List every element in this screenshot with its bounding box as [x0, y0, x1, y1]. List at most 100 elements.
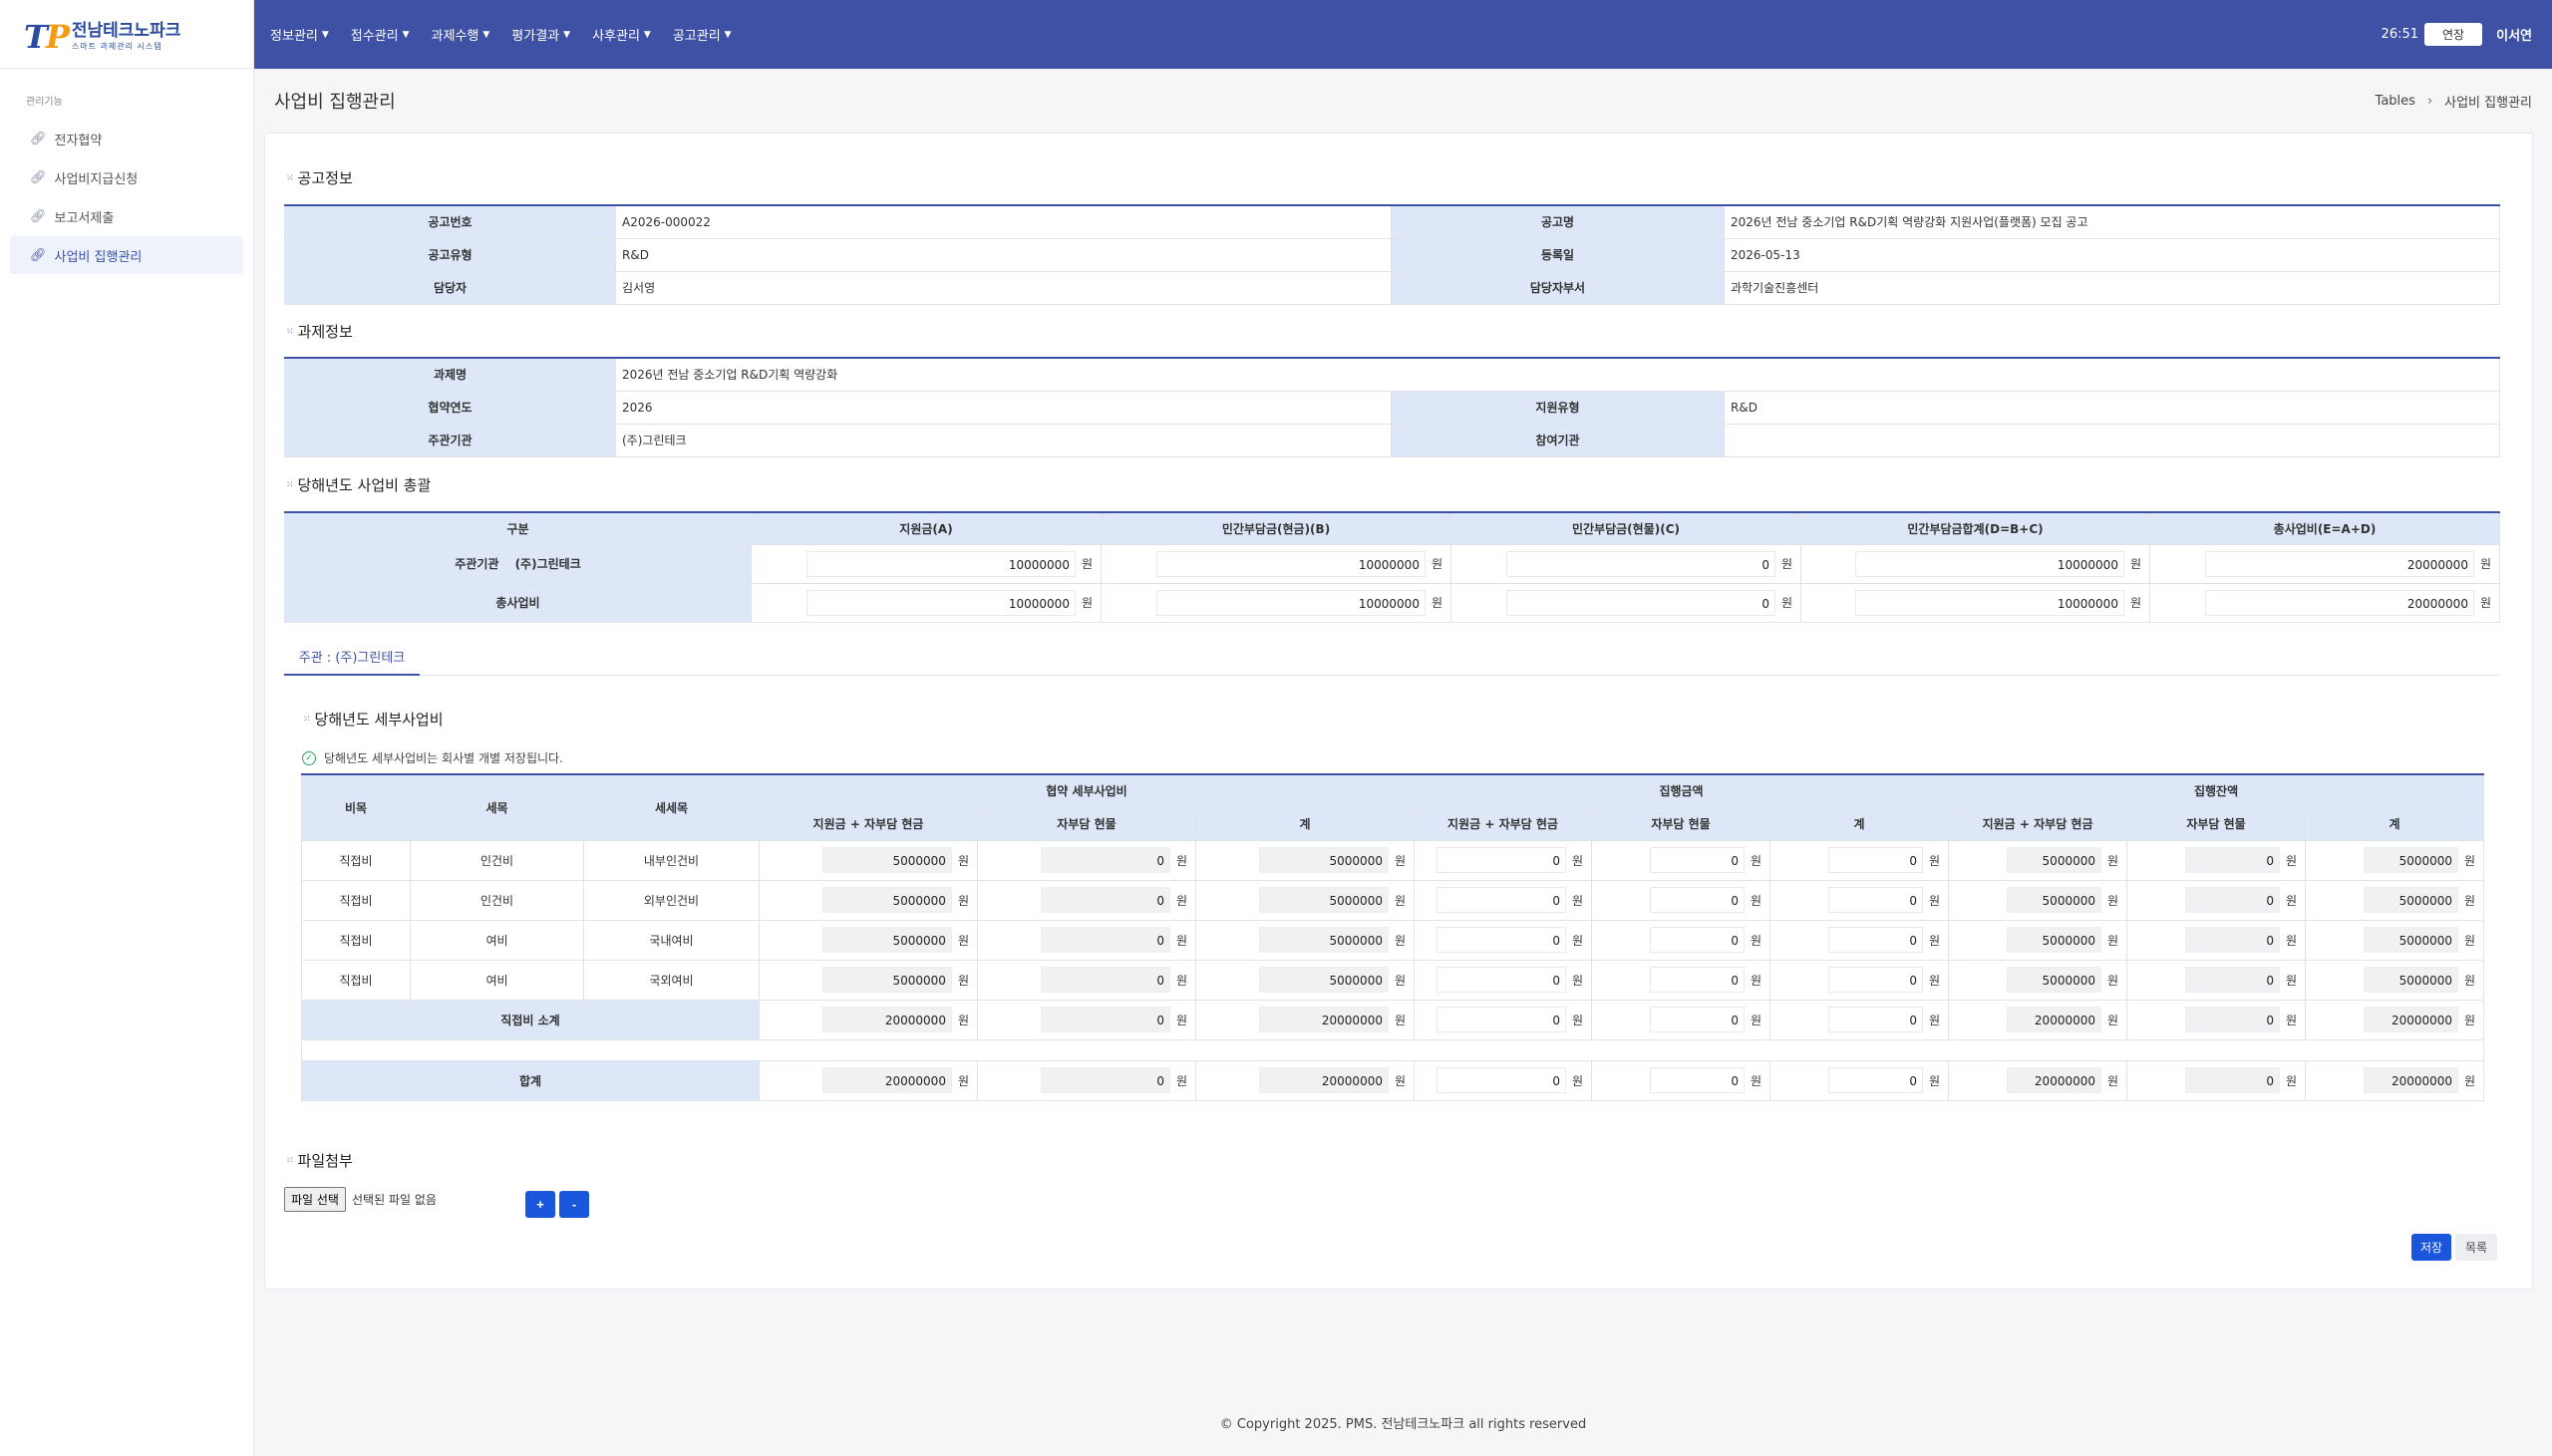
amount-field: 5000000 [2364, 967, 2459, 993]
amount-field[interactable]: 0 [1436, 927, 1566, 953]
amount-field: 0 [1436, 1067, 1566, 1093]
logo[interactable]: TP 전남테크노파크 스마트 과제관리 시스템 [24, 18, 180, 56]
nav-item-info[interactable]: 정보관리 ▼ [270, 29, 329, 44]
sidebar-item-budget-execution[interactable]: 🔗︎ 사업비 집행관리 [10, 236, 243, 274]
detail-budget-table: 비목 세목 세세목 협약 세부사업비 집행금액 집행잔액 지원금 + 자부담 현… [300, 773, 2485, 1101]
summary-row-label: 총사업비 [284, 582, 752, 623]
amount-field: 5000000 [2007, 887, 2101, 913]
cost-item: 여비 [410, 919, 584, 961]
notice-info-table: 공고번호 A2026-000022 공고명 2026년 전남 중소기업 R&D기… [284, 204, 2500, 305]
amount-field[interactable]: 10000000 [1155, 550, 1426, 577]
add-file-button[interactable]: + [525, 1191, 555, 1218]
breadcrumb-root[interactable]: Tables [2375, 94, 2415, 109]
extend-session-button[interactable]: 연장 [2424, 23, 2483, 46]
amount-field: 5000000 [1258, 927, 1389, 953]
amount-field[interactable]: 10000000 [1155, 589, 1426, 616]
logo-mark: TP [24, 18, 70, 56]
tab-lead-org[interactable]: 주관 : (주)그린테크 [284, 646, 420, 676]
lead-org: (주)그린테크 [615, 423, 1392, 457]
table-row: 직접비 인건비 내부인건비 5000000 원 0 원 5000000 원 0 원 0 원 0 원 50000… [301, 839, 2485, 881]
subtotal-row: 직접비 소계 20000000 원 0 원 20000000 원 0 원 0 원 0 원 20000000… [301, 999, 2485, 1040]
amount-field[interactable]: 10000000 [805, 589, 1076, 616]
amount-field: 20000000 [2364, 1007, 2459, 1032]
amount-field: 0 [1828, 1067, 1923, 1093]
nav-item-aftercare[interactable]: 사후관리 ▼ [592, 29, 651, 44]
nav-item-reception[interactable]: 접수관리 ▼ [350, 29, 410, 44]
choose-file-button[interactable]: 파일 선택 [284, 1187, 346, 1212]
amount-field[interactable]: 0 [1828, 847, 1923, 873]
detail-section-heading: ⁙ 당해년도 세부사업비 [303, 711, 444, 728]
partner-org [1724, 423, 2500, 457]
manager: 김서영 [615, 270, 1392, 305]
amount-field[interactable]: 0 [1505, 589, 1775, 616]
amount-field[interactable]: 0 [1828, 927, 1923, 953]
sidebar-item-report-submit[interactable]: 🔗︎ 보고서제출 [30, 208, 115, 226]
amount-field[interactable]: 0 [1436, 967, 1566, 993]
chevron-down-icon: ▼ [724, 29, 732, 40]
table-row: 직접비 여비 국내여비 5000000 원 0 원 5000000 원 0 원 0 원 0 원 5000000… [301, 919, 2485, 961]
footer-copyright: © Copyright 2025. PMS. 전남테크노파크 all right… [1219, 1417, 1587, 1432]
amount-field[interactable]: 10000000 [1854, 550, 2124, 577]
cost-category: 직접비 [301, 919, 411, 961]
amount-field[interactable]: 0 [1505, 550, 1775, 577]
project-info-table: 과제명 2026년 전남 중소기업 R&D기획 역량강화 협약연도 2026 지… [284, 357, 2500, 457]
cost-subitem: 국외여비 [583, 959, 760, 1001]
col-header: 지원금 + 자부담 현금 [759, 806, 978, 841]
amount-field[interactable]: 0 [1649, 927, 1745, 953]
amount-field[interactable]: 0 [1649, 967, 1745, 993]
amount-field: 20000000 [2007, 1007, 2101, 1032]
total-row: 합계 20000000 원 0 원 20000000 원 0 원 0 원 0 원 20000000 원 0 원 2… [301, 1059, 2485, 1101]
org-tabs: 주관 : (주)그린테크 [284, 646, 2499, 676]
amount-field: 20000000 [1258, 1007, 1389, 1032]
summary-header: 민간부담금(현금)(B) [1101, 511, 1451, 545]
remove-file-button[interactable]: - [559, 1191, 589, 1218]
sidebar-item-e-contract[interactable]: 🔗︎ 전자협약 [30, 131, 103, 148]
spacer-row [300, 1038, 2485, 1061]
amount-field[interactable]: 10000000 [1854, 589, 2124, 616]
amount-field: 0 [2185, 967, 2280, 993]
amount-field: 0 [1649, 1067, 1745, 1093]
chevron-down-icon: ▼ [643, 29, 651, 40]
notice-type: R&D [615, 237, 1392, 272]
notice-date-label: 등록일 [1391, 237, 1725, 272]
page-title: 사업비 집행관리 [274, 92, 396, 113]
save-button[interactable]: 저장 [2411, 1234, 2451, 1261]
summary-header: 민간부담금(현물)(C) [1450, 511, 1801, 545]
amount-field[interactable]: 0 [1828, 967, 1923, 993]
amount-field: 5000000 [2364, 927, 2459, 953]
amount-field: 5000000 [821, 847, 952, 873]
breadcrumb: Tables › 사업비 집행관리 [2376, 92, 2532, 111]
nav-item-evaluation[interactable]: 평가결과 ▼ [511, 29, 571, 44]
amount-field: 0 [1828, 1007, 1923, 1032]
sidebar: 관리기능 🔗︎ 전자협약 🔗︎ 사업비지급신청 🔗︎ 보고서제출 🔗︎ 사업비 집행관리 [0, 69, 254, 1456]
manager-label: 담당자 [284, 270, 616, 305]
amount-field[interactable]: 0 [1436, 847, 1566, 873]
amount-field[interactable]: 10000000 [805, 550, 1076, 577]
nav-item-notice[interactable]: 공고관리 ▼ [672, 29, 732, 44]
col-header: 지원금 + 자부담 현금 [1414, 806, 1593, 841]
amount-field: 0 [1649, 1007, 1745, 1032]
list-button[interactable]: 목록 [2455, 1234, 2497, 1261]
logo-area: TP 전남테크노파크 스마트 과제관리 시스템 [0, 0, 254, 69]
amount-field[interactable]: 0 [1649, 847, 1745, 873]
amount-field[interactable]: 20000000 [2204, 589, 2474, 616]
amount-field[interactable]: 0 [1828, 887, 1923, 913]
main-nav: 정보관리 ▼ 접수관리 ▼ 과제수행 ▼ 평가결과 ▼ 사후관리 ▼ 공고관리 ▼ [270, 0, 754, 69]
amount-field: 0 [1436, 1007, 1566, 1032]
link-icon: 🔗︎ [30, 131, 47, 146]
amount-field[interactable]: 20000000 [2204, 550, 2474, 577]
nav-item-project[interactable]: 과제수행 ▼ [431, 29, 490, 44]
col-header: 계 [1194, 806, 1416, 841]
notice-name: 2026년 전남 중소기업 R&D기획 역량강화 지원사업(플랫폼) 모집 공고 [1724, 204, 2500, 239]
col-header: 자부담 현물 [977, 806, 1196, 841]
link-icon: 🔗︎ [30, 169, 47, 185]
amount-field: 20000000 [2364, 1067, 2459, 1093]
user-name[interactable]: 이서연 [2496, 29, 2532, 44]
amount-field[interactable]: 0 [1649, 887, 1745, 913]
sidebar-item-payment-request[interactable]: 🔗︎ 사업비지급신청 [30, 169, 139, 187]
amount-field: 20000000 [821, 1067, 952, 1093]
amount-field: 5000000 [2007, 967, 2101, 993]
amount-field: 5000000 [2364, 887, 2459, 913]
col-group-header: 협약 세부사업비 [758, 773, 1416, 808]
amount-field[interactable]: 0 [1436, 887, 1566, 913]
